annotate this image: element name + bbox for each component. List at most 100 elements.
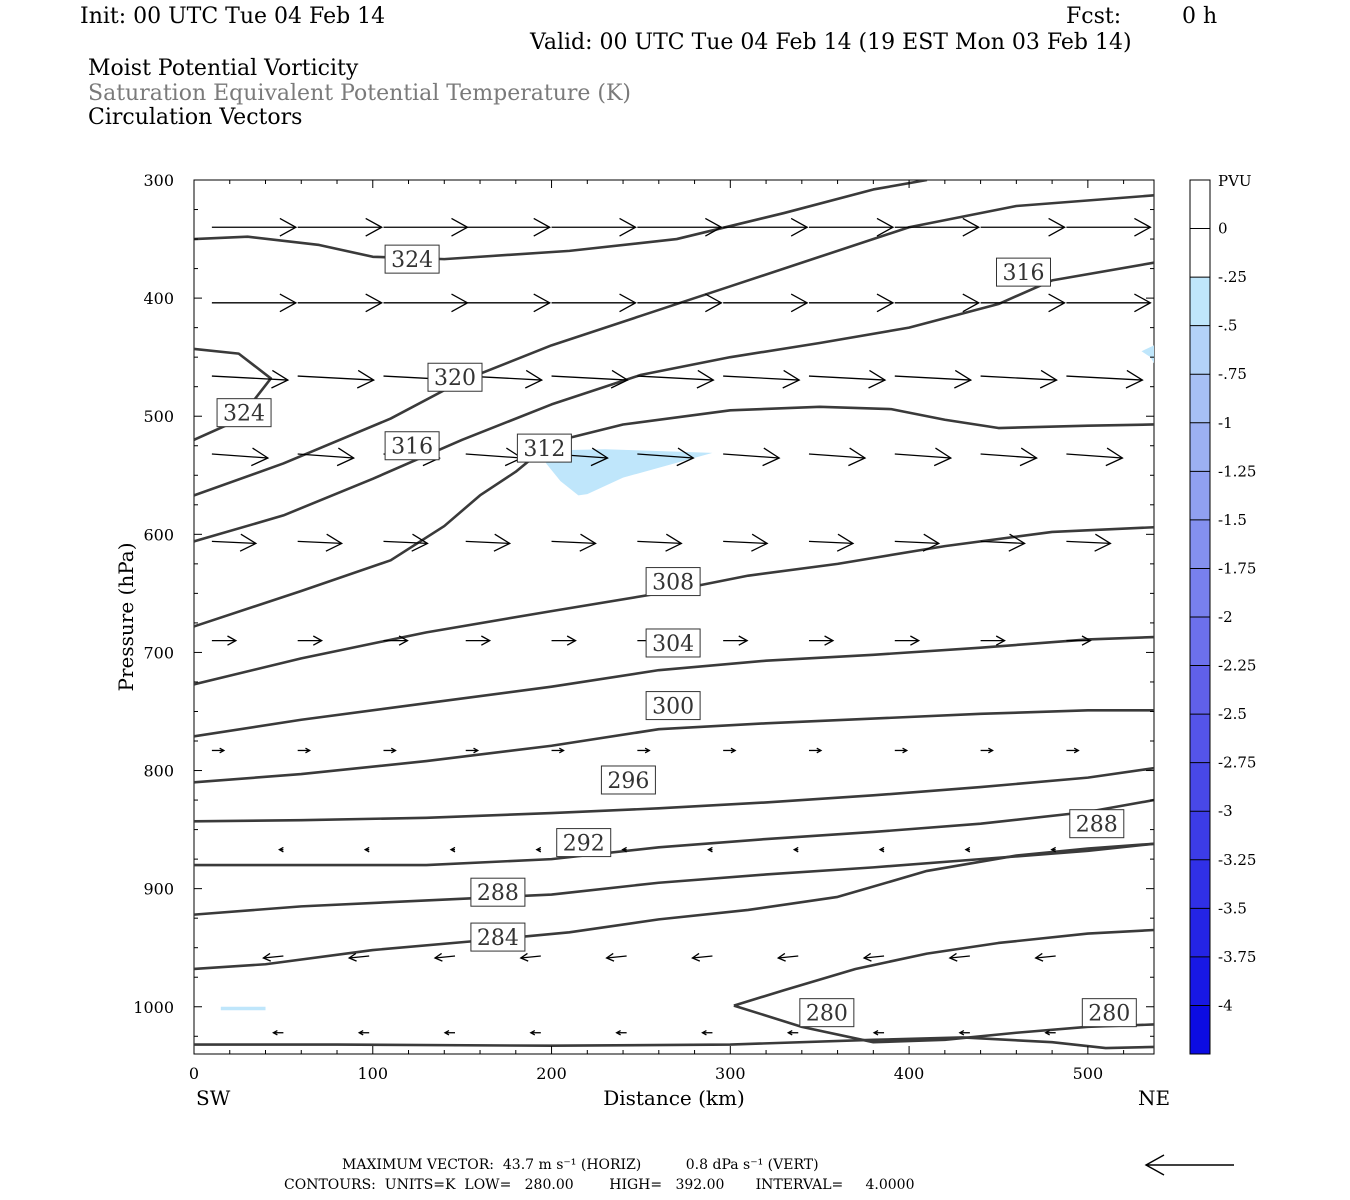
colorbar-label: -.5 bbox=[1218, 317, 1237, 335]
circulation-vector bbox=[723, 369, 801, 389]
circulation-vector bbox=[297, 533, 344, 552]
circulation-vector bbox=[465, 447, 524, 467]
circulation-vector bbox=[980, 217, 1066, 237]
colorbar-segment bbox=[1190, 908, 1210, 957]
ne-end-label: NE bbox=[1138, 1086, 1170, 1110]
circulation-vector bbox=[980, 533, 1026, 552]
circulation-vector bbox=[637, 447, 695, 467]
contour-label-320: 320 bbox=[427, 362, 483, 392]
theta-e-contour-308-5 bbox=[194, 525, 1154, 686]
circulation-vector bbox=[980, 369, 1058, 389]
circulation-vector bbox=[272, 1029, 284, 1036]
circulation-vector bbox=[637, 293, 723, 313]
circulation-vector bbox=[211, 533, 258, 552]
colorbar-label: -2 bbox=[1218, 608, 1233, 626]
svg-text:316: 316 bbox=[1002, 261, 1044, 286]
svg-text:280: 280 bbox=[1088, 1002, 1130, 1027]
circulation-vector bbox=[465, 747, 480, 754]
mpv-shading-1 bbox=[220, 1006, 266, 1011]
circulation-vector bbox=[551, 747, 565, 754]
circulation-vector bbox=[357, 1029, 370, 1036]
colorbar-label: -4 bbox=[1218, 996, 1233, 1014]
colorbar-label: -1 bbox=[1218, 414, 1233, 432]
colorbar-label: -2.75 bbox=[1218, 754, 1256, 772]
circulation-vector bbox=[551, 293, 637, 313]
x-tick-label: 500 bbox=[1073, 1064, 1104, 1083]
circulation-vector bbox=[211, 747, 226, 754]
circulation-vector bbox=[297, 447, 356, 467]
theta-e-contour-284-11 bbox=[194, 842, 1154, 971]
valid-time: Valid: 00 UTC Tue 04 Feb 14 (19 EST Mon … bbox=[530, 30, 1132, 55]
contour-label-316: 316 bbox=[384, 431, 440, 461]
circulation-vector bbox=[297, 635, 324, 646]
max-vector-note: MAXIMUM VECTOR: 43.7 m s⁻¹ (HORIZ) 0.8 d… bbox=[342, 1157, 819, 1173]
colorbar-label: -2.25 bbox=[1218, 657, 1256, 675]
circulation-vector bbox=[211, 293, 298, 313]
circulation-vector bbox=[1044, 1029, 1056, 1036]
circulation-vector bbox=[535, 846, 542, 853]
circulation-vector bbox=[637, 747, 651, 754]
circulation-vector bbox=[1034, 952, 1056, 962]
colorbar-segment bbox=[1190, 277, 1210, 326]
circulation-vector bbox=[383, 533, 429, 552]
circulation-vector bbox=[894, 447, 953, 467]
colorbar-segment bbox=[1190, 422, 1210, 472]
contour-label-284: 284 bbox=[470, 922, 526, 952]
circulation-vector bbox=[465, 293, 552, 313]
mpv-shading-2 bbox=[1141, 345, 1154, 364]
contour-label-292: 292 bbox=[556, 828, 612, 858]
circulation-vector bbox=[723, 635, 749, 646]
svg-text:312: 312 bbox=[523, 437, 565, 462]
theta-e-contour-288-10 bbox=[194, 842, 1154, 916]
circulation-vector bbox=[605, 952, 627, 962]
colorbar-label: -1.25 bbox=[1218, 462, 1256, 480]
circulation-vector bbox=[1066, 293, 1152, 313]
colorbar-segment bbox=[1190, 519, 1210, 569]
circulation-vector bbox=[551, 217, 637, 237]
theta-e-contour-296-8 bbox=[194, 766, 1154, 823]
svg-text:284: 284 bbox=[477, 926, 519, 951]
y-tick-label: 600 bbox=[143, 525, 174, 544]
y-tick-label: 400 bbox=[143, 289, 174, 308]
circulation-vector bbox=[808, 635, 835, 646]
circulation-vector bbox=[808, 217, 895, 237]
circulation-vector bbox=[297, 217, 384, 237]
circulation-vector bbox=[211, 369, 290, 389]
svg-text:320: 320 bbox=[434, 366, 476, 391]
circulation-vector bbox=[262, 952, 284, 962]
svg-text:304: 304 bbox=[652, 632, 694, 657]
colorbar-label: -.75 bbox=[1218, 365, 1247, 383]
circulation-vector bbox=[551, 369, 629, 389]
contour-label-288: 288 bbox=[470, 877, 526, 907]
plot-frame bbox=[193, 179, 1155, 1055]
colorbar-label: -3.5 bbox=[1218, 899, 1247, 917]
circulation-vector bbox=[383, 635, 409, 646]
colorbar-label: -3 bbox=[1218, 802, 1233, 820]
colorbar-label: -3.75 bbox=[1218, 948, 1256, 966]
circulation-vector bbox=[894, 533, 941, 552]
circulation-vector bbox=[894, 635, 921, 646]
circulation-vector bbox=[443, 1029, 456, 1036]
contours-note: CONTOURS: UNITS=K LOW= 280.00 HIGH= 392.… bbox=[284, 1177, 915, 1193]
circulation-vector bbox=[465, 533, 512, 552]
circulation-vector bbox=[792, 846, 799, 853]
circulation-vector bbox=[551, 635, 577, 646]
circulation-vector bbox=[808, 747, 823, 754]
circulation-vector bbox=[948, 952, 970, 962]
svg-text:308: 308 bbox=[652, 571, 694, 596]
mpv-shading-0 bbox=[546, 449, 713, 496]
colorbar-label: -2.5 bbox=[1218, 705, 1247, 723]
circulation-vector bbox=[211, 635, 238, 646]
circulation-vector bbox=[1066, 635, 1092, 646]
circulation-vector bbox=[621, 846, 627, 853]
svg-text:300: 300 bbox=[652, 695, 694, 720]
colorbar-label: -3.25 bbox=[1218, 851, 1256, 869]
contour-label-296: 296 bbox=[600, 765, 656, 795]
circulation-vector bbox=[1066, 217, 1152, 237]
sw-end-label: SW bbox=[196, 1086, 231, 1110]
circulation-vector bbox=[980, 747, 994, 754]
svg-text:280: 280 bbox=[806, 1002, 848, 1027]
circulation-vector bbox=[691, 952, 713, 962]
x-tick-label: 0 bbox=[189, 1064, 199, 1083]
colorbar-segment bbox=[1190, 617, 1210, 666]
